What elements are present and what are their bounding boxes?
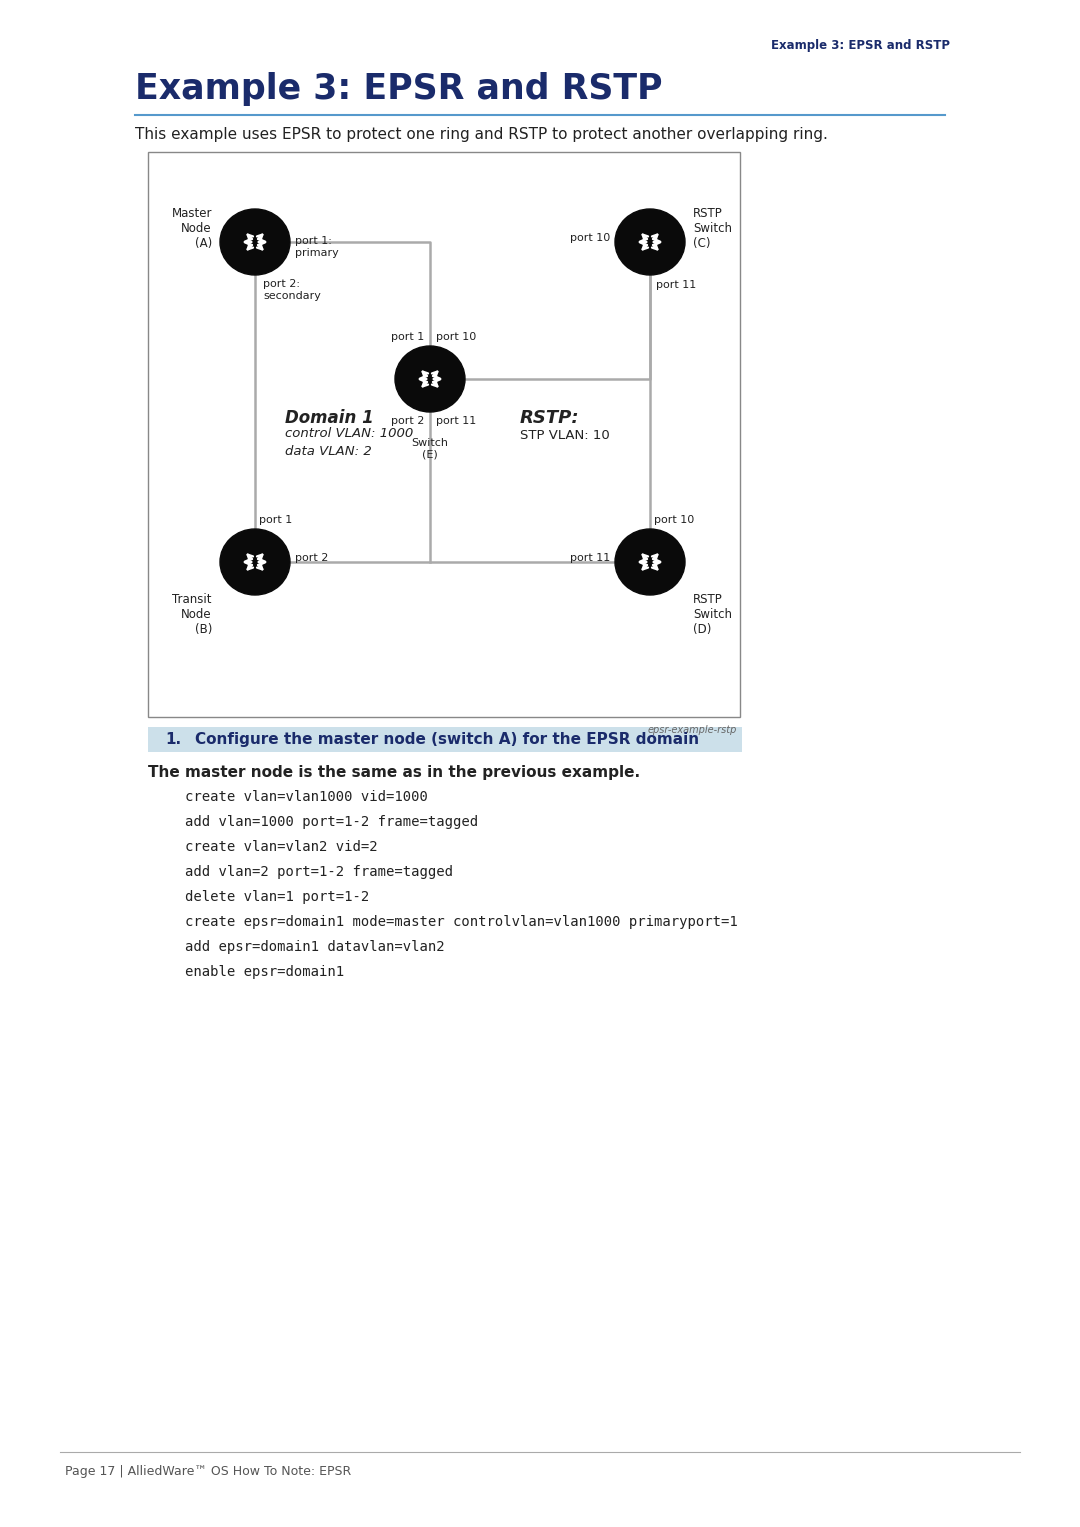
Text: port 11: port 11 — [570, 553, 610, 563]
Text: Configure the master node (switch A) for the EPSR domain: Configure the master node (switch A) for… — [195, 731, 699, 747]
Text: The master node is the same as in the previous example.: The master node is the same as in the pr… — [148, 765, 640, 780]
Ellipse shape — [395, 347, 465, 412]
Text: 1.: 1. — [165, 731, 181, 747]
Text: port 10: port 10 — [436, 331, 476, 342]
Text: Page 17 | AlliedWare™ OS How To Note: EPSR: Page 17 | AlliedWare™ OS How To Note: EP… — [65, 1464, 351, 1478]
Text: RSTP
Switch
(D): RSTP Switch (D) — [693, 592, 732, 637]
Text: port 10: port 10 — [570, 234, 610, 243]
Text: Domain 1: Domain 1 — [285, 409, 374, 428]
Text: This example uses EPSR to protect one ring and RSTP to protect another overlappi: This example uses EPSR to protect one ri… — [135, 127, 828, 142]
Text: port 11: port 11 — [656, 279, 697, 290]
Ellipse shape — [220, 528, 291, 596]
Text: control VLAN: 1000: control VLAN: 1000 — [285, 428, 414, 440]
Text: port 2:
secondary: port 2: secondary — [264, 279, 321, 301]
Text: Example 3: EPSR and RSTP: Example 3: EPSR and RSTP — [771, 40, 950, 52]
Text: create epsr=domain1 mode=master controlvlan=vlan1000 primaryport=1: create epsr=domain1 mode=master controlv… — [185, 915, 738, 928]
Text: add epsr=domain1 datavlan=vlan2: add epsr=domain1 datavlan=vlan2 — [185, 941, 445, 954]
Text: add vlan=2 port=1-2 frame=tagged: add vlan=2 port=1-2 frame=tagged — [185, 864, 453, 880]
Text: epsr-example-rstp: epsr-example-rstp — [648, 725, 737, 734]
Ellipse shape — [220, 209, 291, 275]
Text: RSTP:: RSTP: — [519, 409, 580, 428]
FancyBboxPatch shape — [148, 727, 742, 751]
Text: Example 3: EPSR and RSTP: Example 3: EPSR and RSTP — [135, 72, 662, 105]
Text: enable epsr=domain1: enable epsr=domain1 — [185, 965, 345, 979]
Text: data VLAN: 2: data VLAN: 2 — [285, 444, 372, 458]
Text: port 2: port 2 — [295, 553, 328, 563]
Text: Switch
(E): Switch (E) — [411, 438, 448, 460]
Text: port 1: port 1 — [391, 331, 424, 342]
Text: Transit
Node
(B): Transit Node (B) — [173, 592, 212, 637]
Text: delete vlan=1 port=1-2: delete vlan=1 port=1-2 — [185, 890, 369, 904]
Text: RSTP
Switch
(C): RSTP Switch (C) — [693, 208, 732, 250]
Text: STP VLAN: 10: STP VLAN: 10 — [519, 429, 610, 441]
Text: port 11: port 11 — [436, 415, 476, 426]
Ellipse shape — [615, 528, 685, 596]
FancyBboxPatch shape — [148, 153, 740, 718]
Text: port 2: port 2 — [391, 415, 424, 426]
Text: Master
Node
(A): Master Node (A) — [172, 208, 212, 250]
Text: port 1:
primary: port 1: primary — [295, 237, 339, 258]
Text: create vlan=vlan2 vid=2: create vlan=vlan2 vid=2 — [185, 840, 378, 854]
Text: port 1: port 1 — [259, 515, 293, 525]
Text: create vlan=vlan1000 vid=1000: create vlan=vlan1000 vid=1000 — [185, 789, 428, 805]
Text: add vlan=1000 port=1-2 frame=tagged: add vlan=1000 port=1-2 frame=tagged — [185, 815, 478, 829]
Text: port 10: port 10 — [654, 515, 694, 525]
Ellipse shape — [615, 209, 685, 275]
